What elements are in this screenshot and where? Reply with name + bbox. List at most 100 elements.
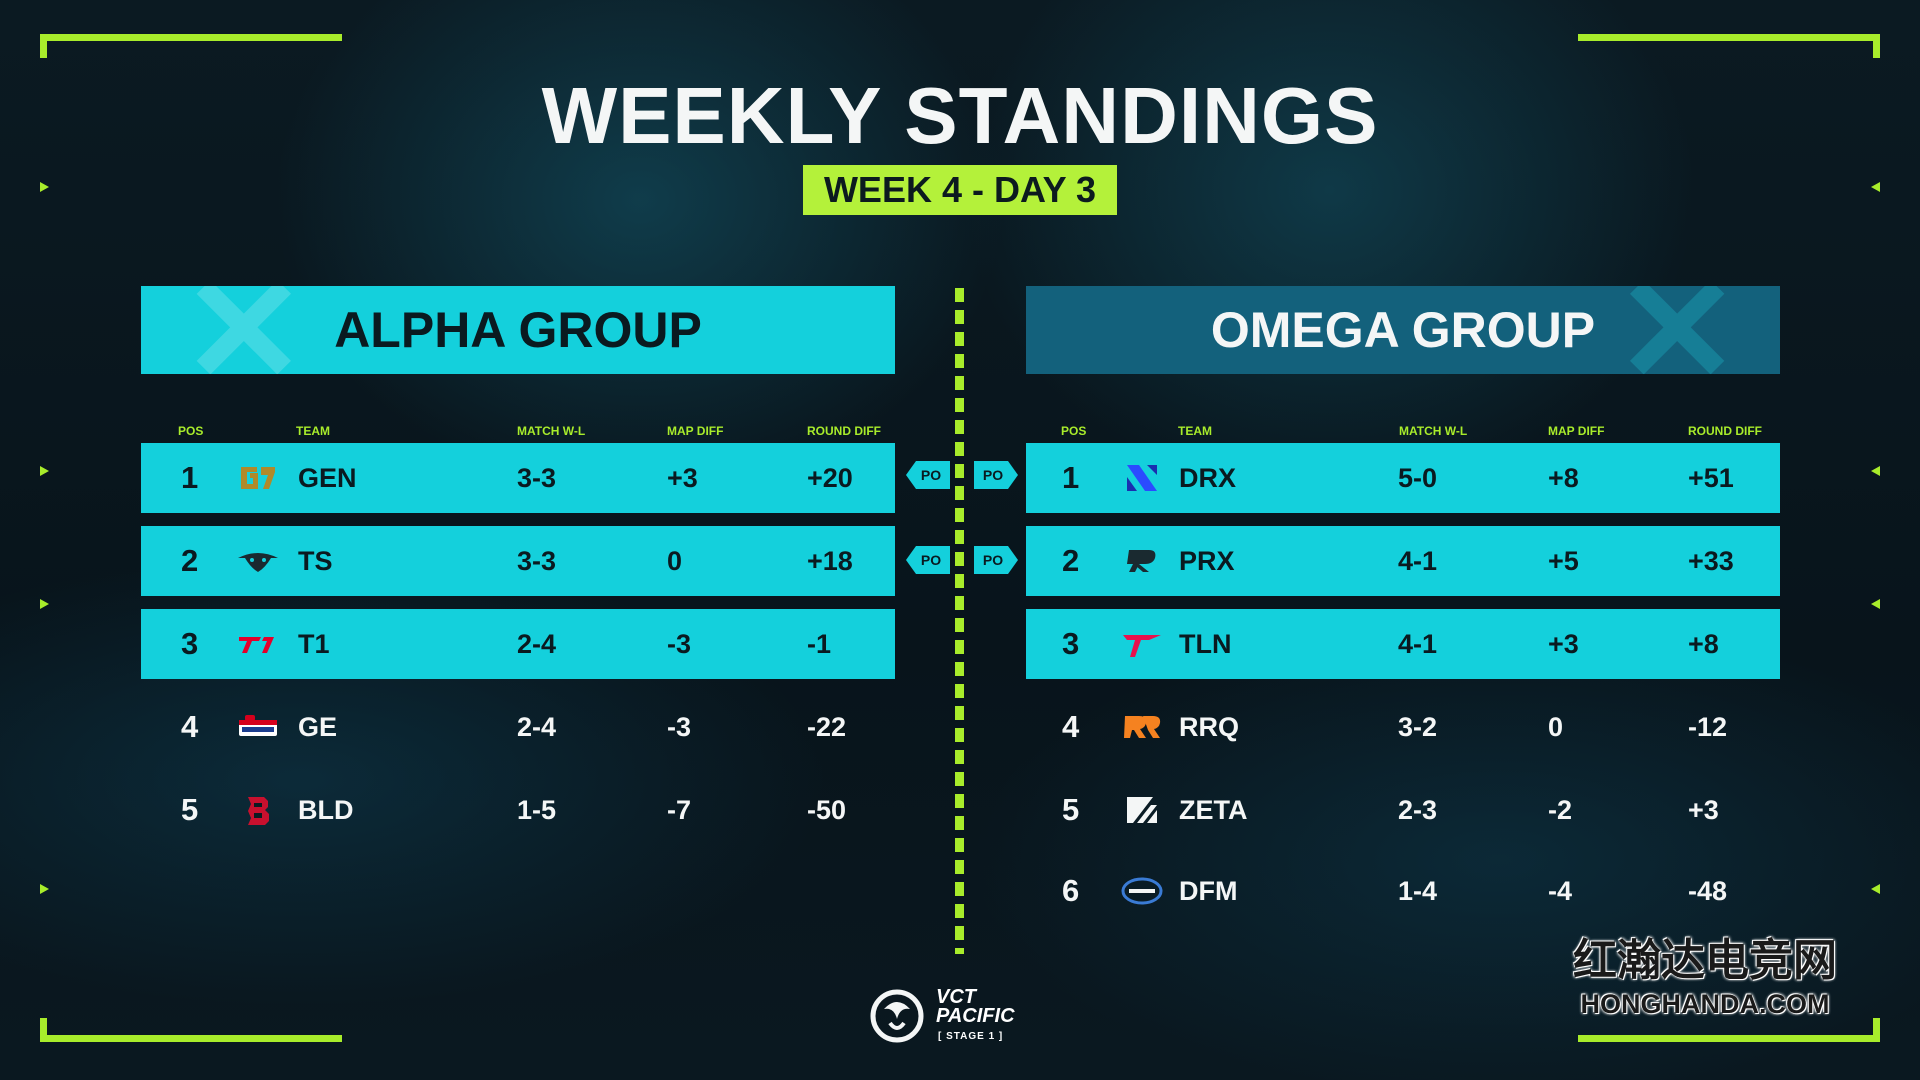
map-diff: +3 <box>667 463 698 493</box>
ge-logo-icon <box>239 715 277 736</box>
team-name: T1 <box>298 629 330 659</box>
map-diff: +5 <box>1548 546 1579 576</box>
team-name: GE <box>298 712 338 742</box>
brand-line-2: PACIFIC <box>936 1005 1015 1027</box>
position: 6 <box>1062 873 1080 908</box>
table-row: 1 GEN 3-3 +3 +20 <box>141 443 895 513</box>
playoff-marker: PO <box>974 546 1018 574</box>
position: 1 <box>181 460 199 495</box>
column-header-round: ROUND DIFF <box>807 424 881 438</box>
match-wl: 2-3 <box>1398 795 1438 825</box>
round-diff: -22 <box>807 712 847 742</box>
team-name: DRX <box>1179 463 1237 493</box>
team-name: PRX <box>1179 546 1235 576</box>
bld-logo-icon <box>248 797 269 825</box>
match-wl: 3-3 <box>517 463 557 493</box>
frame-arrow-icon <box>1871 599 1880 609</box>
table-row: 4 GE 2-4 -3 -22 <box>141 692 895 762</box>
position: 5 <box>1062 792 1080 827</box>
table-row: 4 RRQ 3-2 0 -12 <box>1026 692 1780 762</box>
column-header-map: MAP DIFF <box>667 424 724 438</box>
position: 4 <box>181 709 199 744</box>
frame-corner-top-left <box>40 34 342 58</box>
map-diff: 0 <box>1548 712 1564 742</box>
match-wl: 3-2 <box>1398 712 1438 742</box>
column-header-match: MATCH W-L <box>1399 424 1468 438</box>
round-diff: +18 <box>807 546 853 576</box>
frame-corner-bottom-right <box>1578 1018 1880 1042</box>
match-wl: 2-4 <box>517 629 557 659</box>
match-wl: 1-4 <box>1398 876 1438 906</box>
round-diff: +20 <box>807 463 853 493</box>
table-row: 3 T1 2-4 -3 -1 <box>141 609 895 679</box>
vct-pacific-logo: VCT PACIFIC [ STAGE 1 ] <box>870 985 1060 1047</box>
position: 2 <box>181 543 199 578</box>
match-wl: 4-1 <box>1398 629 1438 659</box>
match-wl: 3-3 <box>517 546 557 576</box>
ts-logo-icon <box>238 553 278 572</box>
site-watermark: 红瀚达电竞网 HONGHANDA.COM <box>1555 935 1855 1025</box>
column-header-round: ROUND DIFF <box>1688 424 1762 438</box>
round-diff: -12 <box>1688 712 1728 742</box>
rrq-logo-icon <box>1124 716 1161 738</box>
column-header-team: TEAM <box>296 424 330 438</box>
alpha-group-header: ✕ ALPHA GROUP <box>141 286 895 374</box>
playoff-marker: PO <box>974 461 1018 489</box>
round-diff: +33 <box>1688 546 1734 576</box>
frame-arrow-icon <box>40 884 49 894</box>
frame-arrow-icon <box>1871 884 1880 894</box>
table-row: 3 TLN 4-1 +3 +8 <box>1026 609 1780 679</box>
column-header-pos: POS <box>178 424 204 438</box>
week-day-badge: WEEK 4 - DAY 3 <box>803 165 1117 215</box>
playoff-marker: PO <box>906 546 950 574</box>
alpha-group-title: ALPHA GROUP <box>334 302 702 358</box>
page-title: WEEKLY STANDINGS <box>541 71 1379 160</box>
round-diff: -1 <box>807 629 832 659</box>
column-header-match: MATCH W-L <box>517 424 586 438</box>
round-diff: -48 <box>1688 876 1728 906</box>
watermark-en: HONGHANDA.COM <box>1580 989 1830 1019</box>
column-header-pos: POS <box>1061 424 1087 438</box>
drx-logo-icon <box>1127 465 1157 491</box>
frame-arrow-icon <box>40 599 49 609</box>
position: 3 <box>1062 626 1080 661</box>
watermark-cn: 红瀚达电竞网 <box>1573 935 1837 986</box>
round-diff: -50 <box>807 795 847 825</box>
table-row: 6 DFM 1-4 -4 -48 <box>1026 856 1780 926</box>
group-divider <box>955 288 964 954</box>
map-diff: -3 <box>667 629 692 659</box>
x-watermark-icon: ✕ <box>181 286 307 374</box>
frame-corner-top-right <box>1578 34 1880 58</box>
t1-logo-icon <box>239 637 274 653</box>
vct-emblem-icon <box>870 989 924 1043</box>
round-diff: +3 <box>1688 795 1719 825</box>
position: 1 <box>1062 460 1080 495</box>
table-row: 2 PRX 4-1 +5 +33 <box>1026 526 1780 596</box>
x-watermark-icon: ✕ <box>1614 286 1740 374</box>
match-wl: 1-5 <box>517 795 557 825</box>
map-diff: -7 <box>667 795 692 825</box>
position: 2 <box>1062 543 1080 578</box>
table-row: 2 TS 3-3 0 +18 <box>141 526 895 596</box>
position: 4 <box>1062 709 1080 744</box>
omega-group-title: OMEGA GROUP <box>1210 302 1596 358</box>
tln-logo-icon <box>1123 635 1161 657</box>
team-name: BLD <box>298 795 354 825</box>
round-diff: +8 <box>1688 629 1719 659</box>
frame-arrow-icon <box>40 182 49 192</box>
column-header-map: MAP DIFF <box>1548 424 1605 438</box>
map-diff: -2 <box>1548 795 1573 825</box>
zeta-logo-icon <box>1127 797 1157 823</box>
map-diff: +8 <box>1548 463 1579 493</box>
map-diff: -4 <box>1548 876 1573 906</box>
round-diff: +51 <box>1688 463 1734 493</box>
team-name: RRQ <box>1179 712 1239 742</box>
dfm-logo-icon <box>1121 877 1163 905</box>
match-wl: 2-4 <box>517 712 557 742</box>
frame-arrow-icon <box>40 466 49 476</box>
team-name: DFM <box>1179 876 1238 906</box>
map-diff: -3 <box>667 712 692 742</box>
table-row: 5 BLD 1-5 -7 -50 <box>141 775 895 845</box>
map-diff: 0 <box>667 546 683 576</box>
gen-logo-icon <box>241 467 275 489</box>
